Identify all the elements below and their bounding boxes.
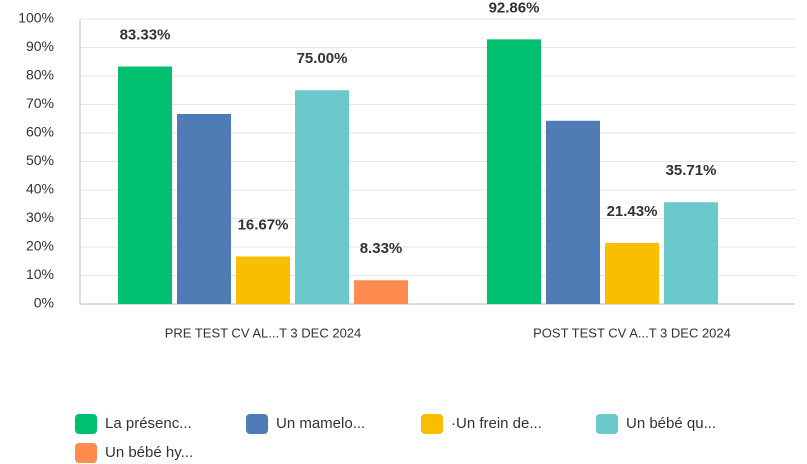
y-tick-label: 30% xyxy=(26,209,54,225)
value-label: 16.67% xyxy=(238,216,289,233)
x-tick-label: POST TEST CV A...T 3 DEC 2024 xyxy=(533,325,731,340)
bar xyxy=(177,113,231,304)
bar xyxy=(487,39,541,304)
y-tick-label: 40% xyxy=(26,181,54,197)
bar xyxy=(118,66,172,305)
legend-label: Un bébé hy... xyxy=(105,444,193,461)
x-tick-label: PRE TEST CV AL...T 3 DEC 2024 xyxy=(165,325,362,340)
bar xyxy=(295,90,349,304)
y-tick-label: 100% xyxy=(18,10,54,26)
legend-swatch xyxy=(75,414,97,434)
value-label: 35.71% xyxy=(666,162,717,179)
legend-label: Un bébé qu... xyxy=(626,415,716,432)
bar xyxy=(236,256,290,304)
legend-swatch xyxy=(596,414,618,434)
value-label: 8.33% xyxy=(360,240,403,257)
legend-swatch xyxy=(421,414,443,434)
bar xyxy=(546,120,600,304)
y-tick-label: 50% xyxy=(26,152,54,168)
legend-label: ·Un frein de... xyxy=(451,415,542,432)
y-tick-label: 70% xyxy=(26,95,54,111)
y-tick-label: 80% xyxy=(26,67,54,83)
bar xyxy=(605,242,659,304)
value-label: 75.00% xyxy=(297,50,348,67)
legend-label: La présenc... xyxy=(105,415,192,432)
legend-swatch xyxy=(75,443,97,463)
value-label: 21.43% xyxy=(607,203,658,220)
y-tick-label: 20% xyxy=(26,238,54,254)
bar xyxy=(664,202,718,304)
y-tick-label: 0% xyxy=(34,295,54,311)
y-tick-label: 90% xyxy=(26,38,54,54)
legend-swatch xyxy=(246,414,268,434)
bar xyxy=(354,280,408,304)
value-label: 83.33% xyxy=(120,26,171,43)
y-tick-label: 10% xyxy=(26,266,54,282)
value-label: 92.86% xyxy=(489,0,540,16)
y-tick-label: 60% xyxy=(26,124,54,140)
legend-label: Un mamelo... xyxy=(276,415,365,432)
